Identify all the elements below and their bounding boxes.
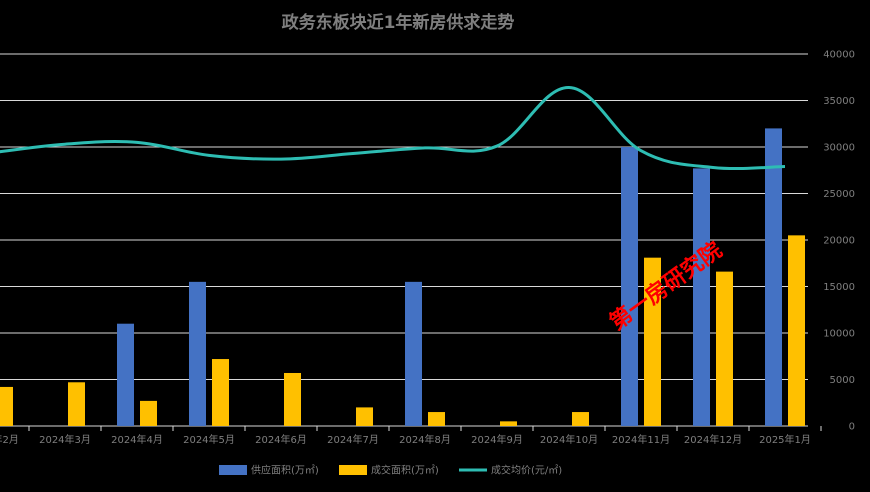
transaction-bar — [644, 257, 661, 426]
x-axis-ticks: 2024年2月 2024年3月 2024年4月 2024年5月 2024年6月 2024年… — [0, 426, 822, 446]
supply-bar — [621, 147, 638, 426]
transaction-bar — [0, 386, 13, 426]
y-tick-label: 15000 — [823, 282, 855, 293]
supply-bar — [765, 128, 782, 426]
y-tick-label: 20000 — [823, 236, 855, 247]
transaction-bar — [212, 359, 229, 426]
supply-bar — [189, 281, 206, 426]
legend-label: 供应面积(万㎡) — [251, 464, 319, 477]
x-tick-label: 2024年11月 — [612, 433, 670, 446]
x-tick-label: 2024年7月 — [327, 433, 379, 446]
y-tick-label: 35000 — [823, 96, 855, 107]
y-tick-label: 0 — [849, 422, 855, 433]
x-tick-label: 2024年2月 — [0, 433, 19, 446]
price-series-line — [0, 85, 786, 171]
y-tick-label: 25000 — [823, 189, 855, 200]
transaction-bar — [428, 412, 445, 426]
x-tick-label: 2024年12月 — [684, 433, 742, 446]
transaction-bar — [572, 412, 589, 426]
x-tick-label: 2024年6月 — [255, 433, 307, 446]
gridlines — [0, 53, 808, 427]
transaction-bar — [788, 235, 805, 426]
transaction-bar — [716, 271, 733, 426]
transaction-bar — [140, 400, 157, 426]
transaction-bar — [68, 382, 85, 426]
y-tick-label: 30000 — [823, 143, 855, 154]
x-tick-label: 2024年5月 — [183, 433, 235, 446]
legend: 供应面积(万㎡) 成交面积(万㎡) 成交均价(元/㎡) — [219, 464, 562, 477]
legend-label: 成交均价(元/㎡) — [491, 464, 562, 477]
x-tick-label: 2024年8月 — [399, 433, 451, 446]
y-tick-label: 5000 — [830, 375, 855, 386]
y-axis-ticks: 0 5000 10000 15000 20000 25000 30000 35000 40000 — [823, 50, 855, 433]
x-tick-label: 2024年9月 — [471, 433, 523, 446]
supply-bar — [693, 168, 710, 426]
legend-label: 成交面积(万㎡) — [371, 464, 439, 477]
y-tick-label: 40000 — [823, 50, 855, 61]
price-line — [0, 85, 786, 171]
legend-swatch-supply — [219, 465, 247, 475]
supply-bar — [117, 323, 134, 426]
x-tick-label: 2024年4月 — [111, 433, 163, 446]
x-tick-label: 2024年10月 — [540, 433, 598, 446]
transaction-bar — [356, 407, 373, 426]
supply-bar — [405, 281, 422, 426]
legend-swatch-transaction — [339, 465, 367, 475]
bars — [0, 128, 805, 426]
transaction-bar — [284, 372, 301, 426]
x-tick-label: 2025年1月 — [759, 433, 811, 446]
chart-title: 政务东板块近1年新房供求走势 — [282, 12, 515, 33]
x-tick-label: 2024年3月 — [39, 433, 91, 446]
transaction-bar — [500, 421, 517, 426]
y-tick-label: 10000 — [823, 329, 855, 340]
